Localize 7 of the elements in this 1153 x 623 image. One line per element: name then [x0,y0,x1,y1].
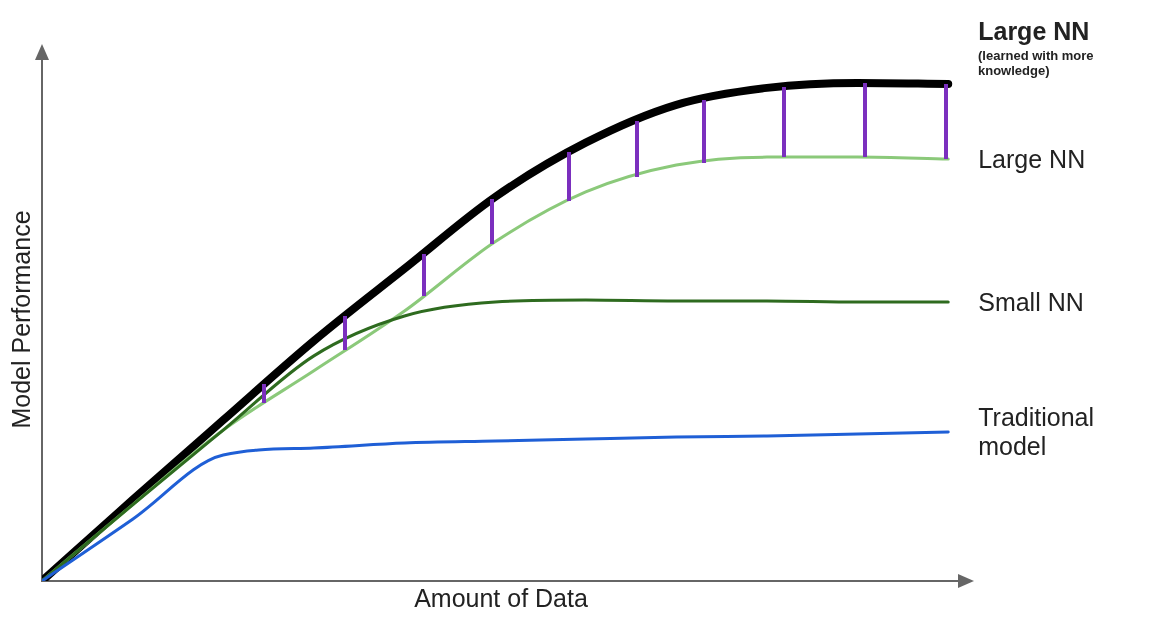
series-label: Large NN [978,144,1087,174]
series-label: Traditional model [978,403,1095,462]
x-axis-title: Amount of Data [414,583,588,612]
series-label: Small NN [978,287,1085,317]
text: (learned with more knowledge) [978,48,1094,78]
series-label: Large NN [978,17,1091,47]
y-axis-title: Model Performance [6,210,35,429]
